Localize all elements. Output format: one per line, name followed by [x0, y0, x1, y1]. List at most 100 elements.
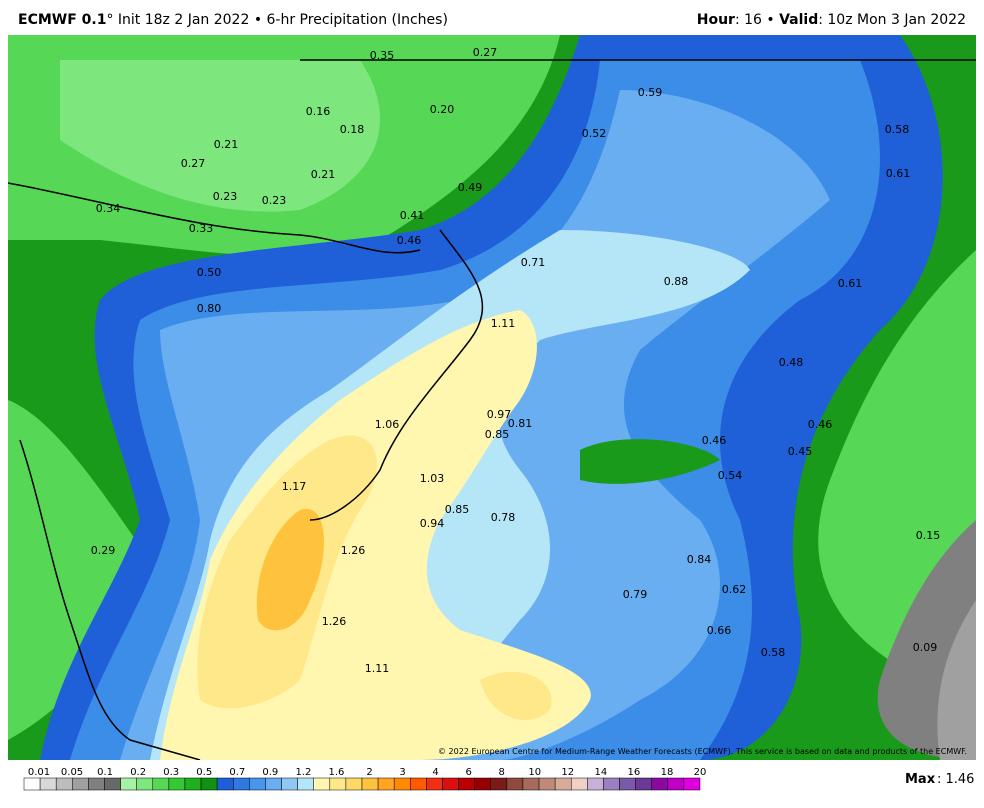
colorbar-swatch: [635, 777, 652, 791]
colorbar-label: 4: [432, 767, 438, 778]
colorbar-label: 3: [399, 767, 405, 778]
point-label: 0.88: [664, 275, 689, 288]
colorbar-swatch: [651, 777, 669, 791]
colorbar-label: 18: [661, 767, 674, 778]
colorbar-swatch: [538, 777, 556, 791]
colorbar-swatch: [490, 777, 508, 791]
colorbar-label: 6: [465, 767, 471, 778]
point-label: 0.58: [761, 646, 786, 659]
point-label: 0.23: [262, 194, 287, 207]
colorbar-swatch: [667, 777, 685, 791]
colorbar-swatch: [23, 777, 41, 791]
colorbar-swatch: [168, 777, 186, 791]
colorbar-label: 8: [499, 767, 505, 778]
point-label: 0.61: [886, 167, 911, 180]
colorbar-swatch: [329, 777, 347, 791]
colorbar-label: 2: [366, 767, 372, 778]
title: ECMWF 0.1° Init 18z 2 Jan 2022 • 6-hr Pr…: [18, 12, 448, 28]
colorbar-swatch: [570, 777, 588, 791]
point-label: 0.85: [485, 428, 510, 441]
point-label: 0.85: [445, 503, 470, 516]
point-label: 0.29: [91, 544, 116, 557]
colorbar-label: 0.9: [262, 767, 278, 778]
colorbar-label: 0.3: [163, 767, 179, 778]
point-label: 1.03: [420, 472, 445, 485]
colorbar-swatch: [683, 777, 701, 791]
colorbar-swatch: [200, 777, 218, 791]
point-label: 0.62: [722, 583, 747, 596]
hour-value: : 16 •: [734, 12, 780, 28]
colorbar-label: 0.05: [61, 767, 83, 778]
point-label: 0.09: [913, 641, 938, 654]
point-label: 0.33: [189, 222, 214, 235]
colorbar-swatch: [554, 777, 572, 791]
colorbar-label: 0.5: [196, 767, 212, 778]
point-label: 0.48: [779, 356, 804, 369]
point-label: 1.17: [282, 480, 307, 493]
colorbar-swatch: [281, 777, 298, 791]
max-value: : 1.46: [937, 772, 974, 787]
colorbar-swatch: [410, 777, 427, 791]
colorbar-swatch: [474, 777, 492, 791]
colorbar-swatch: [587, 777, 604, 791]
max-key: Max: [905, 772, 936, 787]
point-label: 1.26: [341, 544, 366, 557]
point-label: 0.58: [885, 123, 910, 136]
colorbar-label: 0.01: [28, 767, 50, 778]
point-label: 0.21: [214, 138, 239, 151]
point-label: 0.15: [916, 529, 941, 542]
valid-time: Hour: 16 • Valid: 10z Mon 3 Jan 2022: [697, 12, 966, 28]
point-label: 0.41: [400, 209, 425, 222]
point-label: 0.79: [623, 588, 648, 601]
colorbar-swatch: [72, 777, 89, 791]
point-label: 1.11: [365, 662, 390, 675]
colorbar-swatch: [297, 777, 314, 791]
precip-field: [8, 35, 976, 760]
point-labels: 0.35 0.27 0.59 0.16 0.20 0.18 0.52 0.58 0.21 0.27…: [91, 46, 941, 675]
point-label: 0.84: [687, 553, 712, 566]
colorbar-swatch: [522, 777, 540, 791]
point-label: 0.18: [340, 123, 365, 136]
colorbar-swatch: [39, 777, 57, 791]
colorbar-swatch: [313, 777, 331, 791]
colorbar-swatch: [506, 777, 524, 791]
colorbar-label: 0.2: [130, 767, 146, 778]
colorbar-swatch: [249, 777, 266, 791]
colorbar-label: 0.7: [229, 767, 245, 778]
point-label: 0.27: [473, 46, 498, 59]
point-label: 0.97: [487, 408, 512, 421]
point-label: 0.20: [430, 103, 455, 116]
colorbar-label: 0.1: [97, 767, 113, 778]
colorbar-swatch: [216, 777, 234, 791]
colorbar-swatch: [426, 777, 443, 791]
colorbar-swatch: [442, 777, 459, 791]
model: ECMWF 0.1: [18, 12, 107, 28]
colorbar-swatch: [184, 777, 202, 791]
colorbar-swatch: [393, 777, 411, 791]
colorbar-swatch: [377, 777, 395, 791]
init: ° Init 18z 2 Jan 2022 • 6-hr Precipitati…: [106, 12, 448, 28]
point-label: 0.23: [213, 190, 238, 203]
point-label: 0.52: [582, 127, 607, 140]
point-label: 0.35: [370, 49, 395, 62]
point-label: 0.71: [521, 256, 546, 269]
point-label: 0.81: [508, 417, 533, 430]
point-label: 0.50: [197, 266, 222, 279]
colorbar-label: 10: [528, 767, 541, 778]
colorbar-label: 14: [594, 767, 607, 778]
colorbar-swatch: [232, 777, 250, 791]
colorbar: 0.01 0.05 0.1 0.2 0.3 0.5 0.7 0.9 1.2 1.6 2 3 4 6 8 10 1…: [23, 767, 707, 791]
colorbar-swatch: [104, 777, 121, 791]
colorbar-swatch: [55, 777, 73, 791]
colorbar-swatch: [88, 777, 105, 791]
colorbar-swatch: [265, 777, 282, 791]
point-label: 0.94: [420, 517, 445, 530]
point-label: 0.66: [707, 624, 732, 637]
colorbar-label: 1.2: [295, 767, 311, 778]
credit: © 2022 European Centre for Medium-Range …: [438, 747, 967, 756]
point-label: 0.80: [197, 302, 222, 315]
point-label: 1.06: [375, 418, 400, 431]
colorbar-label: 20: [694, 767, 707, 778]
colorbar-swatch: [120, 777, 137, 791]
